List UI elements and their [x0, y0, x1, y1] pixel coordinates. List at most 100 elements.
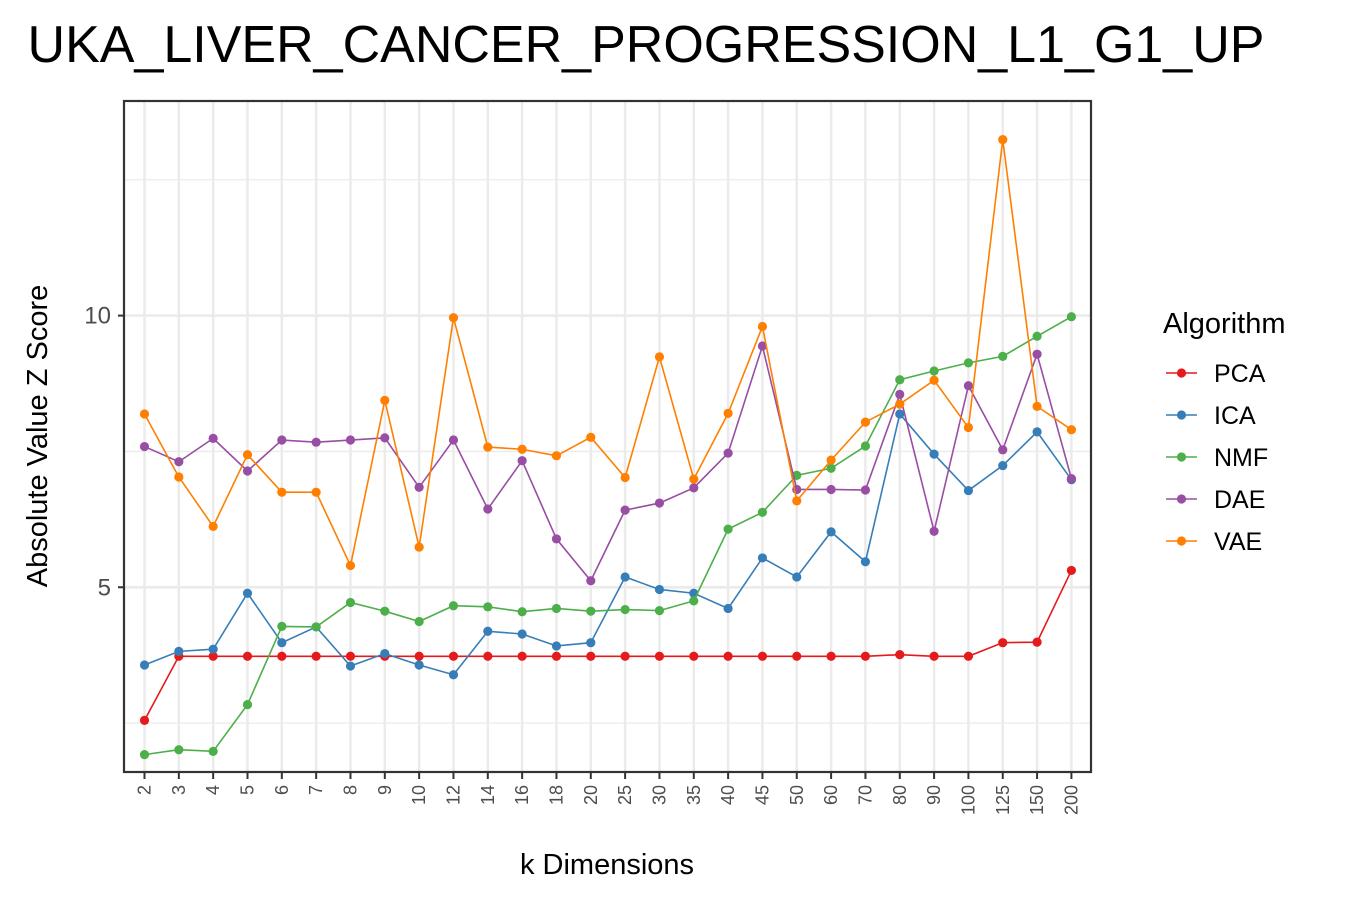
series-nmf	[139, 312, 1077, 760]
x-tick-label: 125	[993, 785, 1013, 815]
data-point-dae	[826, 484, 836, 495]
data-point-dae	[551, 534, 562, 544]
data-point-dae	[757, 341, 768, 351]
x-tick-label: 3	[169, 785, 189, 795]
data-point-ica	[998, 460, 1008, 471]
data-point-vae	[345, 560, 356, 571]
legend-item-dae: DAE	[1166, 486, 1265, 514]
data-point-nmf	[860, 441, 871, 451]
data-point-pca	[929, 651, 939, 661]
data-point-nmf	[620, 604, 630, 615]
legend-label: VAE	[1214, 528, 1262, 556]
data-point-vae	[586, 432, 596, 442]
data-point-vae	[174, 472, 184, 482]
legend: Algorithm PCA ICA NMF DAE VAE	[1163, 308, 1286, 556]
x-tick-label: 35	[684, 785, 704, 805]
x-tick-label: 70	[855, 785, 875, 805]
data-point-ica	[654, 584, 665, 595]
data-point-pca	[1066, 565, 1077, 576]
data-point-dae	[654, 498, 665, 508]
data-point-vae	[242, 450, 253, 460]
series-dae	[139, 341, 1077, 586]
data-point-dae	[208, 433, 218, 444]
data-point-ica	[963, 485, 974, 496]
data-point-dae	[620, 505, 630, 515]
data-point-nmf	[1066, 312, 1077, 322]
data-point-ica	[208, 644, 218, 654]
data-point-pca	[345, 651, 356, 661]
data-point-vae	[860, 417, 871, 427]
data-point-vae	[654, 352, 665, 362]
data-point-pca	[311, 651, 321, 661]
x-tick-label: 14	[478, 785, 498, 805]
legend-item-nmf: NMF	[1166, 444, 1268, 472]
x-tick-label: 8	[340, 785, 360, 795]
data-point-vae	[998, 134, 1008, 145]
data-point-nmf	[963, 358, 974, 368]
data-point-vae	[1032, 401, 1042, 411]
data-point-pca	[448, 651, 459, 661]
legend-key-point	[1176, 536, 1187, 546]
data-point-ica	[792, 572, 802, 582]
x-tick-label: 40	[718, 785, 738, 805]
x-axis-title: k Dimensions	[520, 849, 694, 881]
data-point-pca	[517, 651, 527, 661]
x-tick-label: 9	[375, 785, 395, 795]
data-point-nmf	[208, 746, 218, 756]
legend-key-point	[1176, 368, 1187, 378]
x-tick-label: 200	[1061, 785, 1081, 815]
data-point-vae	[929, 375, 939, 385]
data-point-vae	[895, 399, 905, 409]
data-point-nmf	[242, 700, 253, 710]
data-point-nmf	[174, 745, 184, 755]
data-point-dae	[483, 504, 493, 514]
data-point-pca	[414, 651, 424, 661]
data-point-ica	[723, 603, 733, 614]
data-point-nmf	[483, 602, 493, 612]
series-layer	[139, 134, 1077, 760]
legend-key-point	[1176, 452, 1187, 462]
legend-label: PCA	[1214, 360, 1266, 388]
legend-item-vae: VAE	[1166, 528, 1262, 556]
data-point-nmf	[345, 597, 356, 608]
data-point-ica	[517, 629, 527, 639]
data-point-ica	[277, 638, 287, 648]
data-point-ica	[448, 670, 459, 680]
data-point-vae	[483, 442, 493, 452]
x-tick-label: 30	[649, 785, 669, 805]
data-point-dae	[895, 389, 905, 399]
x-tick-label: 50	[787, 785, 807, 805]
x-tick-label: 16	[512, 785, 532, 805]
plot-panel-border	[122, 99, 1093, 774]
data-point-dae	[586, 576, 596, 586]
data-point-vae	[277, 487, 287, 497]
data-point-nmf	[551, 603, 562, 614]
data-point-pca	[792, 651, 802, 661]
data-point-pca	[998, 638, 1008, 648]
x-tick-label: 12	[443, 785, 463, 805]
y-tick-label: 5	[98, 574, 111, 601]
x-tick-label: 18	[546, 785, 566, 805]
data-point-dae	[689, 483, 699, 493]
x-tick-label: 4	[203, 785, 223, 795]
data-point-pca	[139, 715, 150, 725]
data-point-ica	[242, 588, 253, 598]
data-point-pca	[689, 651, 699, 661]
data-point-nmf	[586, 606, 596, 616]
series-line-pca	[143, 570, 1073, 721]
data-point-dae	[174, 457, 184, 467]
data-point-ica	[414, 660, 424, 670]
data-point-dae	[929, 526, 939, 536]
data-point-pca	[826, 651, 836, 661]
data-point-ica	[757, 553, 768, 563]
data-point-pca	[860, 651, 871, 661]
chart-title: UKA_LIVER_CANCER_PROGRESSION_L1_G1_UP	[28, 16, 1265, 74]
x-tick-label: 60	[821, 785, 841, 805]
data-point-pca	[723, 651, 733, 661]
data-point-nmf	[998, 351, 1008, 361]
legend-key-point	[1176, 494, 1187, 504]
data-point-ica	[620, 572, 630, 582]
series-pca	[139, 565, 1077, 725]
